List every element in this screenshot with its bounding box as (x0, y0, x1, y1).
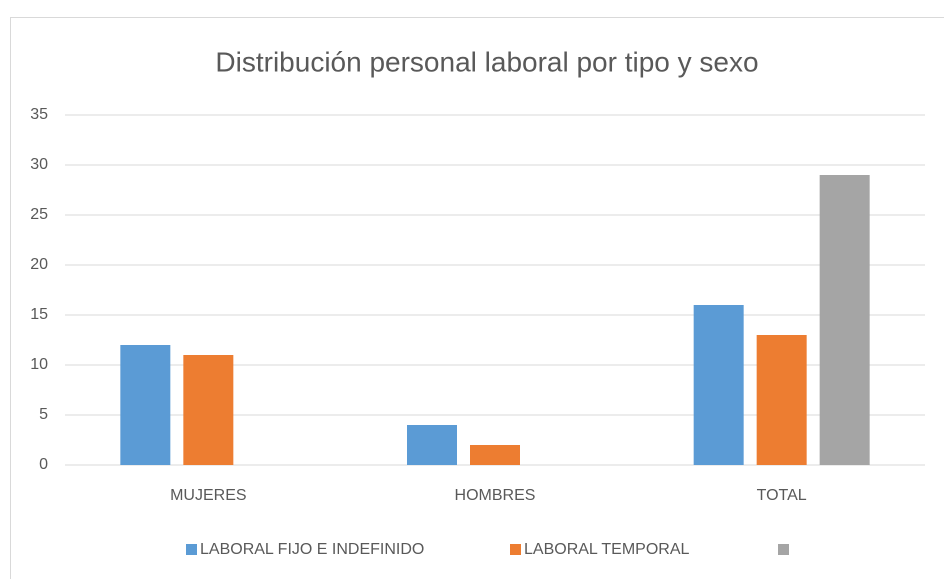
chart-title: Distribución personal laboral por tipo y… (215, 46, 758, 77)
x-tick-label: HOMBRES (455, 487, 536, 504)
y-tick-label: 0 (39, 456, 48, 473)
bar (756, 335, 807, 465)
legend-swatch (186, 544, 197, 555)
y-tick-label: 20 (30, 256, 48, 273)
y-tick-label: 25 (30, 206, 48, 223)
legend-swatch (778, 544, 789, 555)
bar (693, 305, 744, 465)
y-tick-label: 10 (30, 356, 48, 373)
y-tick-label: 5 (39, 406, 48, 423)
legend-label: LABORAL TEMPORAL (524, 541, 689, 558)
y-tick-label: 35 (30, 106, 48, 123)
legend-swatch (510, 544, 521, 555)
bar (407, 425, 457, 465)
x-tick-label: TOTAL (757, 487, 807, 504)
bar (470, 445, 520, 465)
bar (819, 175, 870, 465)
y-tick-label: 30 (30, 156, 48, 173)
x-tick-label: MUJERES (170, 487, 246, 504)
chart-border (10, 17, 944, 579)
bar (183, 355, 234, 465)
bar (120, 345, 171, 465)
legend-label: LABORAL FIJO E INDEFINIDO (200, 541, 424, 558)
y-tick-label: 15 (30, 306, 48, 323)
